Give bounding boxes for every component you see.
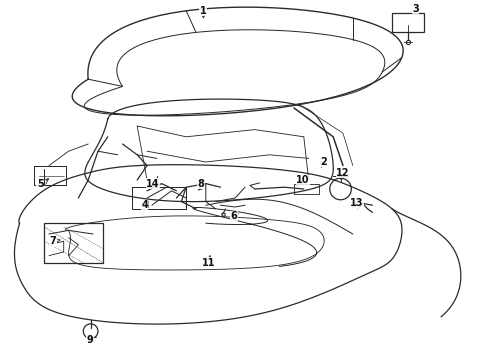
Text: 14: 14 [146,179,160,189]
Text: 2: 2 [320,157,327,167]
Text: 1: 1 [200,6,207,16]
Bar [294,184,318,194]
Text: 3: 3 [412,4,419,14]
Text: 7: 7 [49,236,56,246]
Bar [44,223,103,263]
Text: 12: 12 [336,168,350,178]
Text: 5: 5 [37,179,44,189]
Text: 11: 11 [201,258,215,268]
Text: 6: 6 [231,211,238,221]
Bar [34,166,66,185]
Bar [392,13,424,32]
Text: 9: 9 [86,335,93,345]
Text: 10: 10 [296,175,310,185]
Text: 4: 4 [141,200,148,210]
Text: 13: 13 [350,198,364,208]
Text: 8: 8 [197,179,204,189]
